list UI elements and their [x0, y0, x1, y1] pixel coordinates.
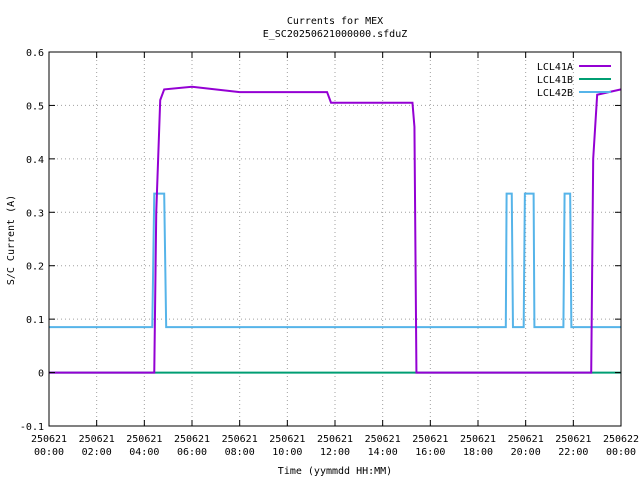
y-axis-label: S/C Current (A)	[6, 195, 17, 285]
x-tick-time: 22:00	[558, 447, 588, 458]
x-tick-date: 250621	[126, 434, 162, 445]
series-line-lcl42b	[49, 192, 621, 329]
x-tick-time: 00:00	[606, 447, 636, 458]
x-tick-date: 250621	[508, 434, 544, 445]
x-tick-date: 250621	[460, 434, 496, 445]
x-tick-date: 250622	[603, 434, 639, 445]
chart-title: Currents for MEX	[287, 16, 383, 27]
legend-label-lcl41a: LCL41A	[537, 62, 573, 73]
x-tick-date: 250621	[174, 434, 210, 445]
y-tick-label: 0.2	[26, 262, 44, 273]
series-layer	[49, 85, 622, 374]
chart-subtitle: E_SC20250621000000.sfduZ	[263, 29, 408, 40]
y-tick-label: 0.3	[26, 208, 44, 219]
x-tick-time: 10:00	[272, 447, 302, 458]
x-tick-time: 06:00	[177, 447, 207, 458]
x-tick-time: 00:00	[34, 447, 64, 458]
x-axis-label: Time (yymmdd HH:MM)	[278, 466, 392, 477]
series-line-lcl41a	[49, 85, 622, 374]
x-tick-time: 04:00	[129, 447, 159, 458]
x-tick-date: 250621	[31, 434, 67, 445]
legend: LCL41A LCL41B LCL42B	[537, 62, 611, 99]
legend-label-lcl42b: LCL42B	[537, 88, 573, 99]
x-tick-date: 250621	[365, 434, 401, 445]
ticks: -0.1 0 0.1 0.2 0.3 0.4 0.5 0.6 250621 00:00 250621…	[20, 48, 639, 458]
x-tick-date: 250621	[269, 434, 305, 445]
y-tick-label: -0.1	[20, 422, 44, 433]
x-tick-time: 02:00	[82, 447, 112, 458]
y-tick-label: 0.5	[26, 101, 44, 112]
y-tick-label: 0.1	[26, 315, 44, 326]
x-tick-date: 250621	[222, 434, 258, 445]
legend-label-lcl41b: LCL41B	[537, 75, 573, 86]
x-tick-date: 250621	[555, 434, 591, 445]
x-tick-time: 20:00	[511, 447, 541, 458]
x-tick-time: 16:00	[415, 447, 445, 458]
x-tick-date: 250621	[79, 434, 115, 445]
y-tick-label: 0.4	[26, 155, 44, 166]
x-tick-date: 250621	[317, 434, 353, 445]
x-tick-time: 12:00	[320, 447, 350, 458]
x-tick-time: 08:00	[225, 447, 255, 458]
x-tick-time: 18:00	[463, 447, 493, 458]
y-tick-label: 0.6	[26, 48, 44, 59]
x-tick-time: 14:00	[368, 447, 398, 458]
y-tick-label: 0	[38, 369, 44, 380]
x-tick-date: 250621	[412, 434, 448, 445]
